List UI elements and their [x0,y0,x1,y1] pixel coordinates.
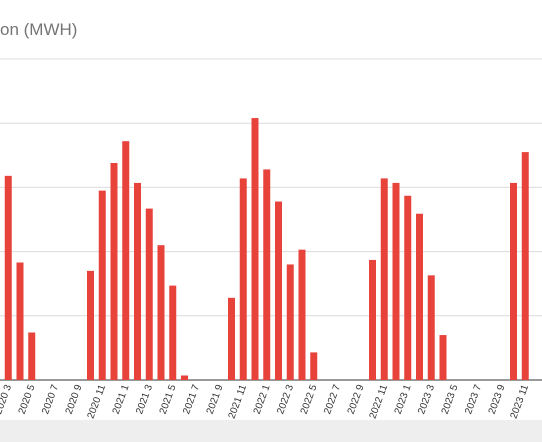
x-tick-label: 2022 7 [322,383,343,416]
bar-2021-5 [169,285,177,380]
bar-2022-10 [369,259,376,380]
bar-2021-4 [157,245,165,380]
x-tick-label: 2021 1 [111,383,132,416]
x-tick-label: 2023 5 [440,383,461,416]
bar-2020-4 [16,262,24,380]
bar-2023-2 [416,213,423,380]
bar-2020-5 [28,332,36,380]
x-tick-label: 2021 3 [134,383,155,416]
x-tick-label: 2022 9 [346,383,367,416]
x-tick-label: 2023 3 [416,383,437,416]
bar-2022-1 [263,169,271,380]
bar-2022-11 [380,178,388,380]
bar-2020-10 [87,270,94,380]
x-tick-label: 2023 9 [487,383,508,416]
bar-2021-12 [251,118,259,381]
x-tick-label: 2021 11 [227,383,250,420]
bar-2021-6 [181,375,188,380]
bar-2023-4 [439,335,447,380]
x-tick-label: 2023 7 [463,383,484,416]
bar-2023-11 [521,152,529,380]
bar-2022-3 [286,264,294,380]
x-tick-label: 2022 11 [368,383,391,420]
x-tick-label: 2022 1 [252,383,273,416]
x-tick-label: 2020 7 [40,383,61,416]
bar-2021-1 [122,141,130,380]
bar-2022-4 [298,249,306,380]
bar-2020-3 [4,175,12,380]
bar-2021-3 [145,208,153,380]
chart-title: on (MWH) [0,20,78,39]
bar-2021-10 [228,297,235,380]
x-tick-label: 2020 3 [0,383,14,416]
x-tick-label: 2022 3 [275,383,296,416]
bar-2023-3 [427,275,435,380]
bar-2022-2 [275,201,282,380]
footer-band [0,420,542,442]
bar-2022-12 [392,182,400,380]
x-tick-label: 2023 1 [393,383,414,416]
bar-2023-10 [510,182,517,380]
bar-2020-11 [98,190,106,380]
bar-2022-5 [310,352,318,380]
x-tick-label: 2023 11 [509,383,532,420]
x-tick-label: 2020 11 [86,383,109,420]
bar-2020-12 [110,163,118,380]
x-tick-label: 2021 7 [181,383,202,416]
x-tick-label: 2022 5 [299,383,320,416]
x-tick-label: 2021 5 [158,383,179,416]
bar-2021-11 [239,178,247,380]
x-tick-label: 2020 9 [64,383,85,416]
x-tick-label: 2020 5 [17,383,38,416]
x-tick-label: 2021 9 [205,383,226,416]
bar-2021-2 [134,182,141,380]
bar-2023-1 [404,195,412,380]
